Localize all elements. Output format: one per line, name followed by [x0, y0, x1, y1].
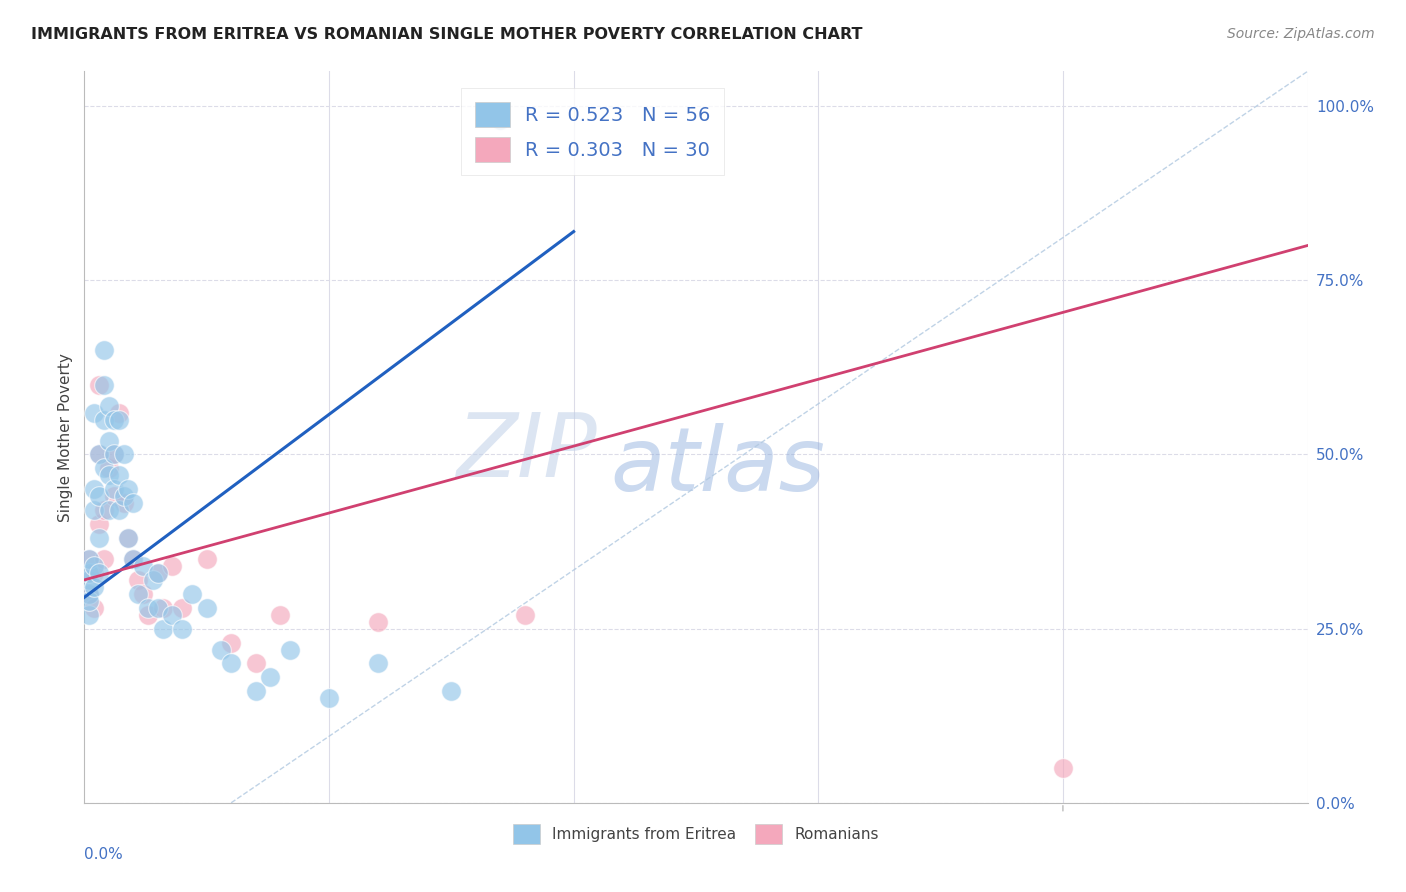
- Point: [103, 412, 125, 426]
- Y-axis label: Single Mother Poverty: Single Mother Poverty: [58, 352, 73, 522]
- Point: [136, 607, 159, 622]
- Point: [103, 489, 125, 503]
- Text: ZIP: ZIP: [457, 409, 598, 495]
- Point: [97, 468, 120, 483]
- Point: [162, 607, 184, 622]
- Point: [97, 503, 120, 517]
- Point: [136, 600, 159, 615]
- Point: [77, 552, 100, 566]
- Point: [107, 468, 129, 483]
- Point: [278, 642, 301, 657]
- Point: [93, 552, 115, 566]
- Point: [93, 377, 115, 392]
- Point: [83, 483, 105, 497]
- Point: [97, 399, 120, 413]
- Point: [117, 531, 139, 545]
- Point: [77, 573, 100, 587]
- Text: 0.0%: 0.0%: [84, 847, 124, 862]
- Point: [87, 377, 110, 392]
- Point: [83, 558, 105, 573]
- Point: [245, 684, 267, 698]
- Point: [127, 587, 149, 601]
- Point: [93, 503, 115, 517]
- Point: [318, 691, 340, 706]
- Point: [367, 657, 389, 671]
- Point: [97, 434, 120, 448]
- Point: [83, 406, 105, 420]
- Point: [103, 448, 125, 462]
- Point: [195, 600, 218, 615]
- Point: [83, 566, 105, 580]
- Point: [83, 580, 105, 594]
- Point: [93, 461, 115, 475]
- Point: [269, 607, 291, 622]
- Point: [87, 448, 110, 462]
- Point: [97, 461, 120, 475]
- Point: [219, 657, 242, 671]
- Point: [195, 552, 218, 566]
- Point: [87, 531, 110, 545]
- Point: [152, 600, 174, 615]
- Point: [107, 412, 129, 426]
- Legend: Immigrants from Eritrea, Romanians: Immigrants from Eritrea, Romanians: [506, 818, 886, 850]
- Point: [127, 573, 149, 587]
- Point: [219, 635, 242, 649]
- Point: [103, 448, 125, 462]
- Point: [103, 483, 125, 497]
- Point: [209, 642, 232, 657]
- Point: [83, 600, 105, 615]
- Point: [77, 594, 100, 608]
- Point: [132, 558, 155, 573]
- Point: [87, 517, 110, 532]
- Point: [112, 489, 135, 503]
- Point: [1052, 761, 1074, 775]
- Point: [181, 587, 204, 601]
- Point: [93, 343, 115, 357]
- Point: [77, 552, 100, 566]
- Point: [107, 503, 129, 517]
- Point: [146, 566, 169, 580]
- Point: [112, 496, 135, 510]
- Point: [146, 566, 169, 580]
- Point: [513, 607, 536, 622]
- Point: [132, 587, 155, 601]
- Point: [152, 622, 174, 636]
- Point: [87, 448, 110, 462]
- Point: [87, 566, 110, 580]
- Text: IMMIGRANTS FROM ERITREA VS ROMANIAN SINGLE MOTHER POVERTY CORRELATION CHART: IMMIGRANTS FROM ERITREA VS ROMANIAN SING…: [31, 27, 862, 42]
- Point: [87, 489, 110, 503]
- Point: [93, 412, 115, 426]
- Point: [172, 600, 194, 615]
- Point: [162, 558, 184, 573]
- Text: Source: ZipAtlas.com: Source: ZipAtlas.com: [1227, 27, 1375, 41]
- Point: [77, 607, 100, 622]
- Point: [77, 587, 100, 601]
- Point: [117, 483, 139, 497]
- Point: [107, 406, 129, 420]
- Point: [245, 657, 267, 671]
- Point: [259, 670, 281, 684]
- Point: [122, 552, 145, 566]
- Point: [172, 622, 194, 636]
- Point: [122, 552, 145, 566]
- Point: [367, 615, 389, 629]
- Point: [122, 496, 145, 510]
- Point: [142, 573, 165, 587]
- Point: [489, 113, 512, 128]
- Point: [83, 503, 105, 517]
- Point: [146, 600, 169, 615]
- Point: [117, 531, 139, 545]
- Point: [77, 566, 100, 580]
- Point: [440, 684, 463, 698]
- Point: [77, 587, 100, 601]
- Point: [112, 448, 135, 462]
- Text: atlas: atlas: [610, 424, 825, 509]
